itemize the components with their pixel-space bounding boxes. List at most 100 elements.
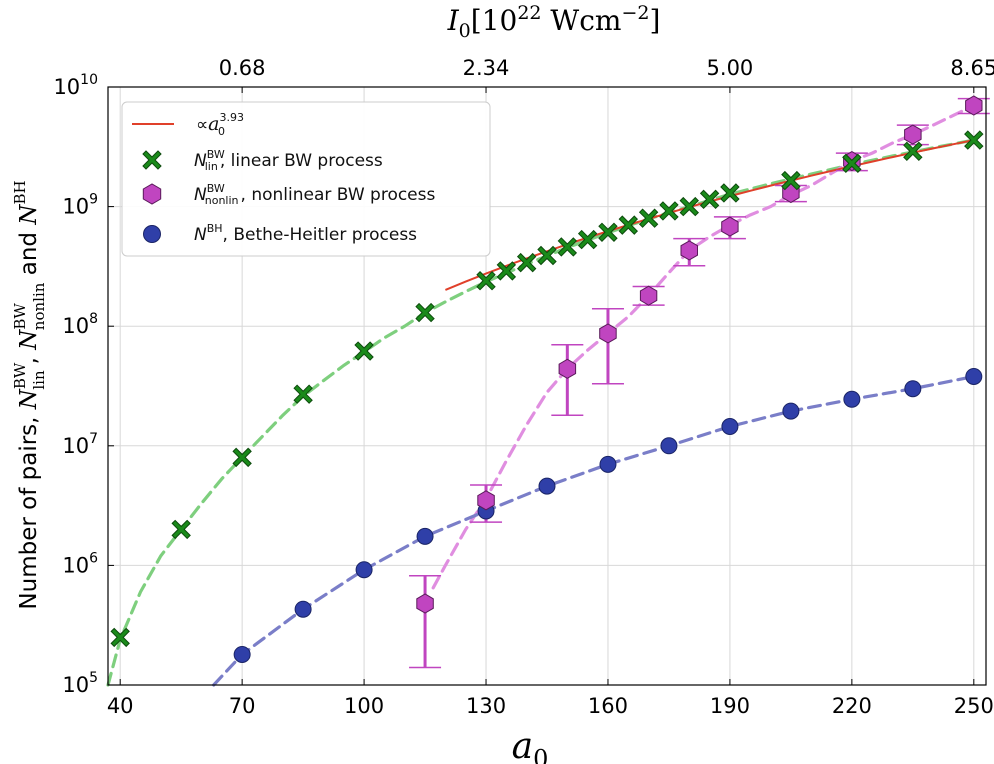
y-tick-exp: 10 bbox=[80, 72, 98, 88]
lin-point bbox=[537, 245, 557, 266]
legend-bh-sup: BH bbox=[207, 222, 223, 235]
dashed-fit-bh bbox=[212, 374, 976, 687]
legend-marker-nonlin bbox=[142, 183, 162, 205]
y-axis-title-sep1: , bbox=[16, 350, 42, 365]
error-bar-layer bbox=[409, 97, 990, 669]
y-tick-label: 106 bbox=[62, 550, 98, 577]
top-axis-title-unit-exp: −2 bbox=[621, 2, 649, 24]
y-tick-base: 10 bbox=[62, 673, 89, 697]
x-axis-title-sub: 0 bbox=[533, 745, 548, 764]
x-tick-label: 190 bbox=[710, 694, 750, 718]
lin-point bbox=[618, 215, 639, 235]
top-axis-title-exp: 22 bbox=[517, 2, 541, 24]
bh-point bbox=[416, 527, 434, 545]
y-tick-base: 10 bbox=[62, 195, 89, 219]
lin-point bbox=[496, 261, 517, 281]
legend-fit-sym: a bbox=[208, 113, 219, 135]
lin-point bbox=[679, 196, 699, 217]
bh-point bbox=[233, 645, 251, 663]
x-tick-label: 220 bbox=[832, 694, 872, 718]
bh-point bbox=[294, 600, 312, 618]
bh-point bbox=[843, 390, 861, 408]
lin-point bbox=[964, 130, 984, 150]
legend-lin-label: NBW lin, linear BW process bbox=[194, 148, 383, 173]
y-axis-title: Number of pairs, NBWlin, NBWnonlin and N… bbox=[11, 180, 48, 609]
lin-point bbox=[557, 237, 578, 257]
nonlin-point bbox=[904, 124, 922, 145]
y-axis-title-prefix: Number of pairs, bbox=[16, 409, 42, 609]
bh-point bbox=[538, 477, 556, 495]
bh-point bbox=[782, 402, 800, 420]
top-axis-title-unit: Wcm bbox=[542, 4, 622, 37]
legend-lin-sym: N bbox=[194, 151, 207, 171]
y-axis-title-sym-lin: N bbox=[16, 388, 42, 410]
y-tick-label: 107 bbox=[62, 431, 98, 458]
legend-fit-sup: 3.93 bbox=[219, 111, 244, 124]
legend-hex-marker bbox=[142, 183, 162, 205]
x-tick-label: 160 bbox=[588, 694, 628, 718]
lin-point bbox=[598, 222, 618, 242]
y-tick-base: 10 bbox=[62, 553, 89, 577]
legend-lin-sub: lin bbox=[205, 160, 218, 173]
lin-point bbox=[903, 141, 923, 162]
lin-point bbox=[720, 183, 740, 203]
y-tick-exp: 8 bbox=[89, 311, 98, 327]
nonlin-point bbox=[965, 95, 983, 116]
x-tick-label: 70 bbox=[229, 694, 256, 718]
legend-nonlin-sub: nonlin bbox=[205, 194, 239, 207]
legend-bh-text: , Bethe-Heitler process bbox=[223, 225, 418, 245]
top-axis-title-sym: I bbox=[447, 4, 460, 37]
marker-layer bbox=[110, 95, 984, 663]
lin-point bbox=[476, 271, 496, 291]
nonlin-point bbox=[558, 358, 577, 379]
bh-point bbox=[355, 561, 373, 579]
y-tick-exp: 7 bbox=[89, 431, 98, 447]
legend-nonlin-sup: BW bbox=[207, 182, 225, 195]
legend-fit-sub: 0 bbox=[218, 125, 225, 138]
x-tick-label: 40 bbox=[107, 694, 134, 718]
legend-x-marker bbox=[142, 150, 162, 170]
bh-point bbox=[721, 418, 739, 436]
y-axis-title-sub-lin: lin bbox=[30, 370, 48, 390]
legend-lin-text: , linear BW process bbox=[220, 151, 383, 171]
legend-fit-prefix: ∝ bbox=[196, 115, 208, 135]
y-tick-exp: 9 bbox=[89, 192, 98, 208]
nonlin-point bbox=[721, 216, 739, 237]
y-axis-title-sup-lin: BW bbox=[11, 362, 29, 389]
dashed-fit-layer bbox=[106, 103, 976, 687]
dashed-fit-nonlin bbox=[431, 103, 976, 590]
lin-point bbox=[842, 153, 862, 174]
x-tick-label: 130 bbox=[466, 694, 506, 718]
nonlin-point bbox=[680, 240, 698, 261]
top-tick-label: 5.00 bbox=[707, 56, 754, 80]
y-tick-label: 1010 bbox=[53, 72, 98, 99]
top-axis-title-close: ] bbox=[649, 4, 660, 37]
top-tick-label: 8.65 bbox=[950, 56, 994, 80]
lin-point bbox=[354, 341, 374, 361]
y-axis-title-sym-bh: N bbox=[16, 204, 42, 226]
y-axis-title-sup-nonlin: BW bbox=[11, 303, 29, 330]
nonlin-point bbox=[639, 285, 658, 306]
nonlin-point bbox=[416, 593, 434, 614]
top-axis-title-sub: 0 bbox=[459, 20, 471, 42]
top-tick-label: 0.68 bbox=[219, 56, 266, 80]
lin-point bbox=[638, 208, 659, 228]
bh-point bbox=[660, 437, 678, 455]
y-tick-exp: 6 bbox=[89, 550, 98, 566]
nonlin-point bbox=[599, 323, 617, 344]
y-axis-title-sep2: and bbox=[16, 225, 42, 283]
dashed-fit-lin bbox=[106, 138, 976, 687]
y-tick-label: 108 bbox=[62, 311, 98, 338]
y-tick-base: 10 bbox=[62, 434, 89, 458]
lin-point bbox=[516, 252, 537, 273]
top-axis-title: I0[1022 Wcm−2] bbox=[447, 2, 661, 42]
legend-marker-bh bbox=[143, 225, 161, 243]
legend-box bbox=[121, 101, 491, 257]
lin-point bbox=[415, 302, 435, 323]
legend-bh-sym: N bbox=[194, 225, 207, 245]
lin-point bbox=[659, 201, 679, 221]
bh-point bbox=[599, 455, 617, 473]
lin-point bbox=[293, 384, 313, 404]
lin-point bbox=[171, 519, 191, 540]
